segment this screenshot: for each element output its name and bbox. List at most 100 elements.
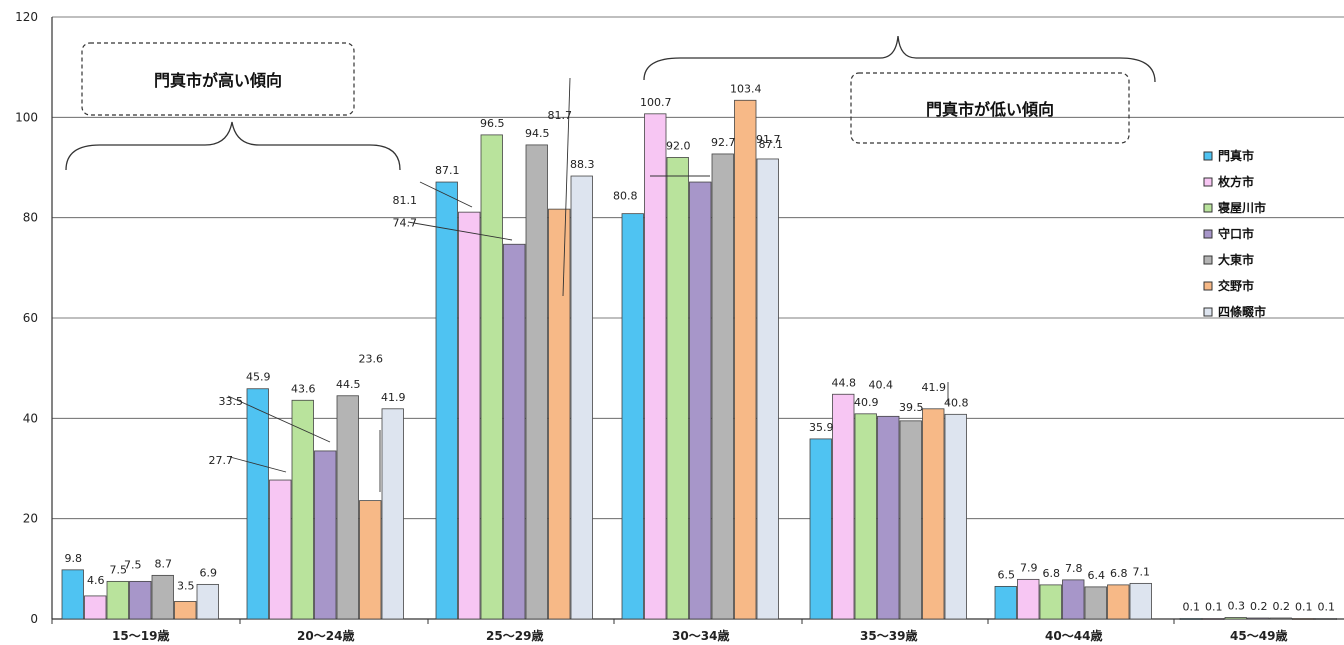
bar-1	[435, 181, 458, 620]
leader-line	[227, 395, 331, 443]
data-label: 44.8	[832, 376, 857, 389]
data-label: 0.1	[1295, 600, 1313, 613]
bar-2	[1017, 578, 1040, 620]
bar-2	[832, 393, 855, 620]
data-label: 7.1	[1133, 565, 1151, 578]
bar-6	[548, 208, 571, 620]
data-label: 40.8	[944, 396, 969, 409]
bar-6	[922, 408, 945, 620]
annotation-box-high	[81, 42, 355, 116]
data-label: 88.3	[570, 158, 595, 171]
bar-1	[994, 585, 1017, 620]
bar-7	[1129, 582, 1152, 620]
data-label: 41.9	[922, 381, 947, 394]
bar-3	[854, 413, 877, 620]
bar-6	[1107, 584, 1130, 620]
y-tick-label: 40	[23, 411, 38, 425]
data-label: 7.9	[1020, 561, 1038, 574]
data-label: 7.5	[110, 563, 128, 576]
bar-1	[621, 213, 644, 620]
data-label: 0.2	[1273, 600, 1291, 613]
data-label: 45.9	[246, 371, 271, 384]
x-category-label: 30～34歳	[672, 628, 729, 643]
data-label: 6.4	[1088, 569, 1106, 582]
annotation-text-high: 門真市が高い傾向	[154, 71, 282, 90]
bar-7	[196, 583, 219, 620]
leader-line	[229, 456, 287, 473]
data-label: 0.1	[1183, 600, 1201, 613]
y-tick-label: 0	[30, 612, 38, 626]
data-label: 35.9	[809, 421, 834, 434]
data-label: 40.4	[869, 378, 894, 391]
bar-5	[1084, 586, 1107, 620]
data-label: 0.3	[1228, 599, 1246, 612]
bar-4	[314, 450, 337, 620]
data-label: 6.8	[1110, 567, 1128, 580]
data-label: 94.5	[525, 127, 550, 140]
data-label: 0.2	[1250, 600, 1268, 613]
data-label: 4.6	[87, 574, 105, 587]
bar-1	[61, 569, 84, 620]
bar-7	[570, 175, 593, 620]
legend-entry: 四條畷市	[1218, 304, 1266, 319]
y-tick-label: 20	[23, 512, 38, 526]
y-tick-label: 100	[15, 110, 38, 124]
data-label: 6.8	[1043, 567, 1061, 580]
bar-2	[269, 479, 292, 620]
bar-5	[151, 574, 174, 620]
bar-5	[899, 420, 922, 620]
bar-6	[734, 99, 757, 620]
y-tick-label: 120	[15, 10, 38, 24]
bar-2	[84, 595, 107, 620]
bar-6	[359, 500, 382, 620]
data-label: 92.7	[711, 136, 736, 149]
data-label: 81.7	[548, 109, 573, 122]
legend-entry: 門真市	[1218, 148, 1254, 163]
data-label: 0.1	[1318, 600, 1336, 613]
y-tick-label: 60	[23, 311, 38, 325]
data-label: 43.6	[291, 382, 316, 395]
legend-entry: 枚方市	[1218, 174, 1254, 189]
bar-4	[1062, 579, 1085, 620]
x-category-label: 40～44歳	[1045, 628, 1102, 643]
data-label: 81.1	[393, 194, 418, 207]
y-tick-label: 80	[23, 211, 38, 225]
legend-entry: 大東市	[1218, 252, 1254, 267]
bar-3	[480, 134, 503, 620]
bar-3	[1039, 584, 1062, 620]
data-label: 6.9	[200, 566, 218, 579]
legend-swatch	[1203, 177, 1213, 187]
legend-entry: 交野市	[1218, 278, 1254, 293]
x-category-label: 25～29歳	[486, 628, 543, 643]
data-label: 39.5	[899, 401, 924, 414]
bar-2	[458, 211, 481, 620]
bar-3	[666, 157, 689, 620]
bar-7	[944, 413, 967, 620]
x-category-label: 35～39歳	[860, 628, 917, 643]
bar-4	[129, 580, 152, 620]
leader-line	[562, 77, 571, 297]
bar-5	[336, 395, 359, 620]
legend-swatch	[1203, 255, 1213, 265]
x-category-label: 45～49歳	[1230, 628, 1287, 643]
bar-3	[291, 399, 314, 620]
data-label: 27.7	[209, 454, 234, 467]
bar-4	[877, 415, 900, 620]
legend-swatch	[1203, 151, 1213, 161]
leader-line	[419, 181, 473, 208]
data-label: 7.8	[1065, 562, 1083, 575]
bar-7	[1314, 618, 1337, 620]
data-label: 0.1	[1205, 600, 1223, 613]
annotation-box-low	[850, 72, 1130, 144]
data-label: 7.5	[124, 558, 142, 571]
bar-6	[1292, 618, 1315, 620]
data-label: 74.7	[393, 216, 418, 229]
legend-entry: 寝屋川市	[1218, 200, 1266, 215]
bar-3	[1224, 617, 1247, 620]
bar-2	[1202, 618, 1225, 620]
bar-7	[756, 158, 779, 620]
data-label: 92.0	[666, 139, 691, 152]
bar-1	[246, 388, 269, 620]
bar-5	[711, 153, 734, 620]
